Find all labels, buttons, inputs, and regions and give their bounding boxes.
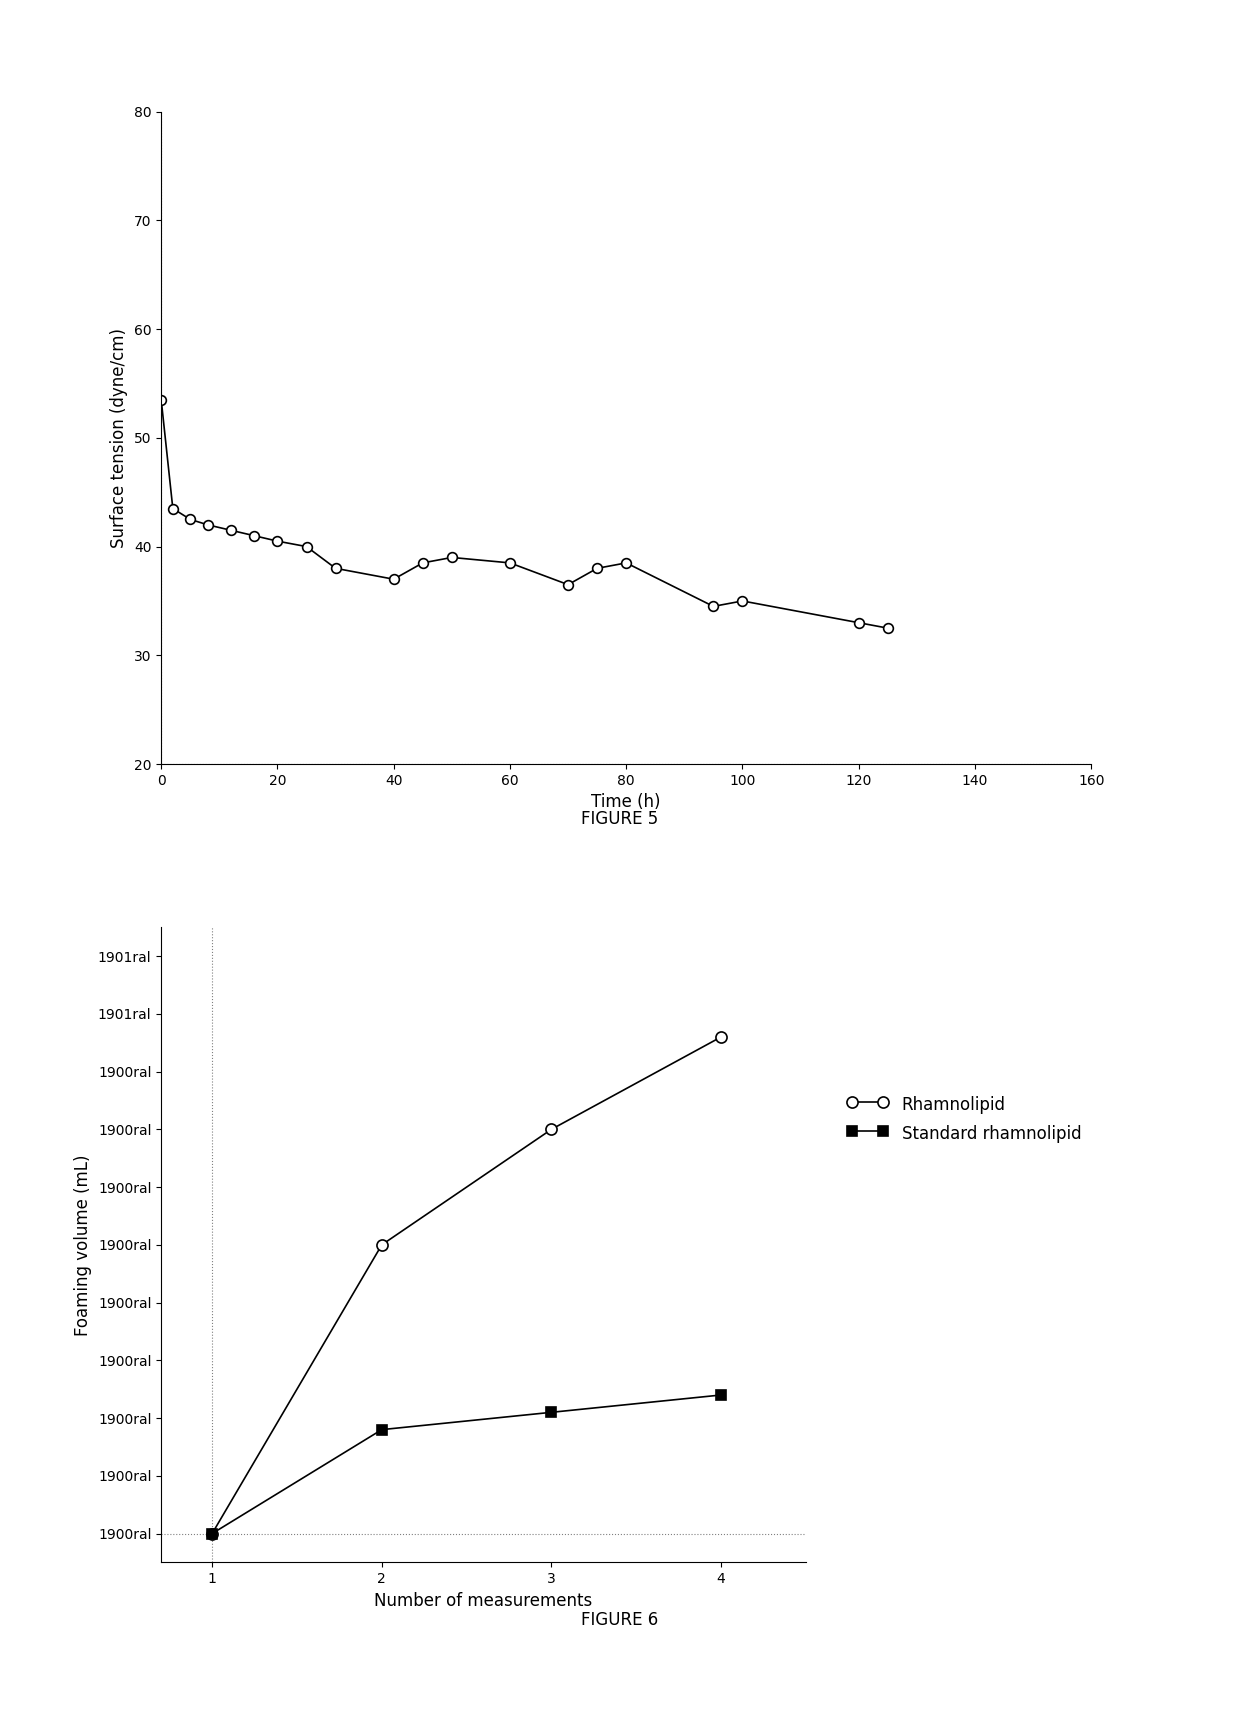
- Line: Standard rhamnolipid: Standard rhamnolipid: [207, 1391, 725, 1538]
- Rhamnolipid: [544, 1119, 559, 1140]
- Text: FIGURE 6: FIGURE 6: [582, 1611, 658, 1628]
- Text: FIGURE 5: FIGURE 5: [582, 810, 658, 828]
- Rhamnolipid: [205, 1523, 219, 1544]
- Line: Rhamnolipid: Rhamnolipid: [207, 1032, 727, 1538]
- Y-axis label: Surface tension (dyne/cm): Surface tension (dyne/cm): [110, 328, 128, 548]
- Rhamnolipid: [374, 1235, 389, 1255]
- Rhamnolipid: [714, 1027, 729, 1047]
- Standard rhamnolipid: [205, 1523, 219, 1544]
- Y-axis label: Foaming volume (mL): Foaming volume (mL): [74, 1154, 92, 1336]
- X-axis label: Time (h): Time (h): [591, 793, 661, 812]
- Standard rhamnolipid: [714, 1384, 729, 1405]
- Standard rhamnolipid: [374, 1420, 389, 1441]
- X-axis label: Number of measurements: Number of measurements: [374, 1592, 593, 1611]
- Legend: Rhamnolipid, Standard rhamnolipid: Rhamnolipid, Standard rhamnolipid: [847, 1094, 1081, 1144]
- Standard rhamnolipid: [544, 1403, 559, 1423]
